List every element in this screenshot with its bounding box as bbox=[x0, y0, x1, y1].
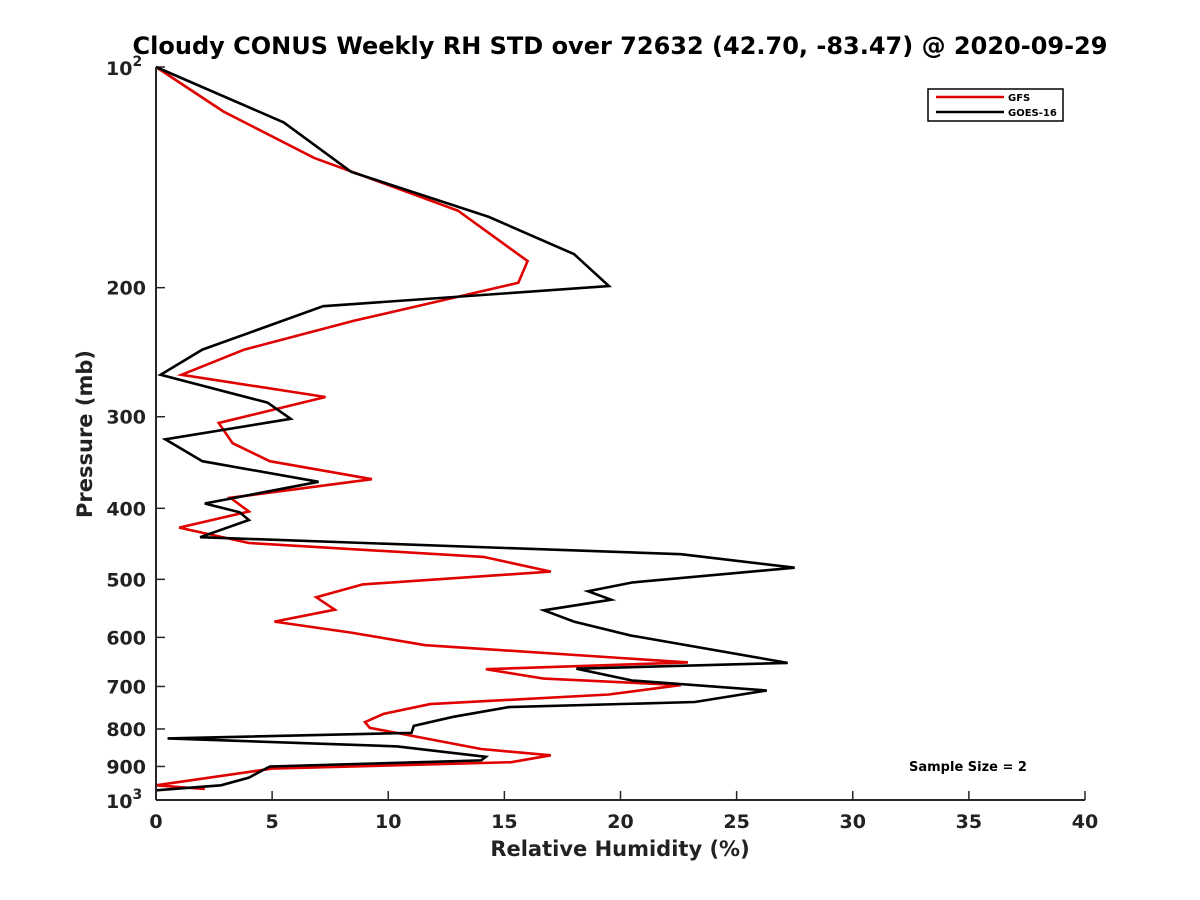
y-tick-label: 102 bbox=[106, 54, 142, 80]
y-tick-label-base: 10 bbox=[106, 791, 132, 813]
x-tick-label: 0 bbox=[149, 811, 162, 833]
x-axis-label: Relative Humidity (%) bbox=[490, 837, 749, 861]
x-tick-label: 15 bbox=[491, 811, 517, 833]
series-lines bbox=[155, 65, 795, 792]
y-tick-label: 900 bbox=[106, 756, 146, 778]
series-line-gfs bbox=[155, 65, 688, 791]
y-tick-label: 500 bbox=[106, 569, 146, 591]
y-tick-label: 600 bbox=[106, 627, 146, 649]
y-tick-label-exponent: 2 bbox=[132, 54, 142, 70]
y-tick-label: 300 bbox=[106, 407, 146, 429]
x-tick-label: 10 bbox=[375, 811, 401, 833]
x-tick-label: 20 bbox=[607, 811, 633, 833]
series-line-goes16 bbox=[155, 65, 795, 792]
y-tick-label-base: 10 bbox=[106, 58, 132, 80]
legend-label-goes16: GOES-16 bbox=[1008, 108, 1057, 119]
y-tick-label: 200 bbox=[106, 278, 146, 300]
x-tick-label: 40 bbox=[1072, 811, 1098, 833]
legend-box bbox=[927, 88, 1064, 122]
sample-size-annotation: Sample Size = 2 bbox=[909, 760, 1027, 775]
legend: GFS GOES-16 bbox=[927, 88, 1064, 122]
y-tick-label: 103 bbox=[106, 787, 142, 813]
y-tick-label: 800 bbox=[106, 719, 146, 741]
x-tick-label: 25 bbox=[723, 811, 749, 833]
x-tick-label: 30 bbox=[840, 811, 866, 833]
x-tick-label: 5 bbox=[266, 811, 279, 833]
y-tick-label: 700 bbox=[106, 676, 146, 698]
x-axis-ticks: 0 5 10 15 20 25 30 35 40 bbox=[149, 791, 1098, 833]
y-axis-label: Pressure (mb) bbox=[73, 350, 97, 518]
x-tick-label: 35 bbox=[956, 811, 982, 833]
legend-label-gfs: GFS bbox=[1008, 93, 1030, 104]
y-tick-label-exponent: 3 bbox=[132, 787, 142, 803]
chart-title: Cloudy CONUS Weekly RH STD over 72632 (4… bbox=[133, 32, 1108, 60]
y-tick-label: 400 bbox=[106, 498, 146, 520]
